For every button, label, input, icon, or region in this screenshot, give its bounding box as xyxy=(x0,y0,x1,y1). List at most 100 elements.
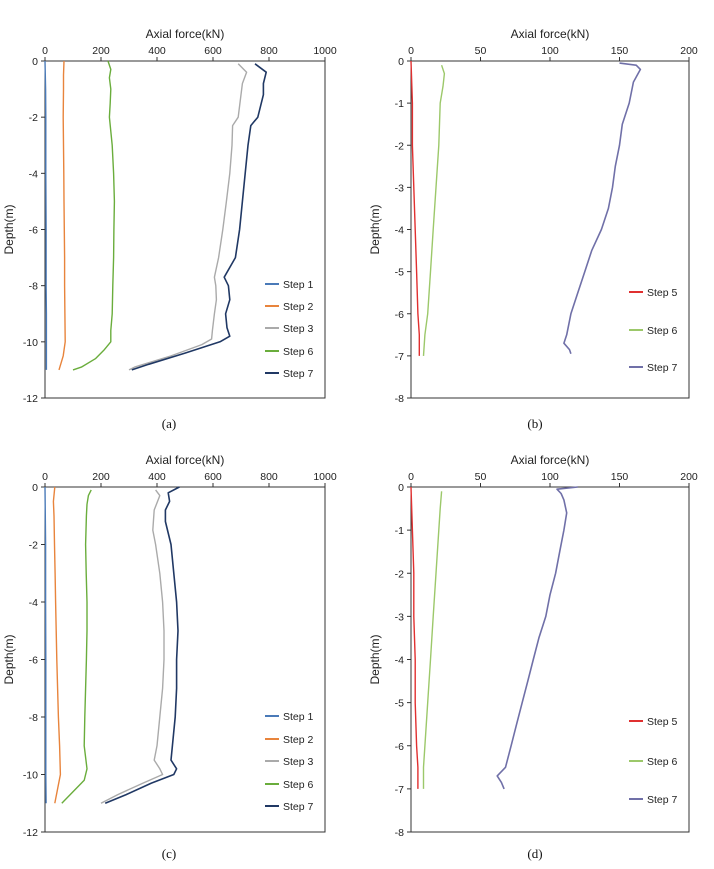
x-axis-title: Axial force(kN) xyxy=(511,453,590,467)
y-tick-label: -4 xyxy=(29,168,38,180)
y-tick-label: -5 xyxy=(395,698,404,710)
legend-label: Step 7 xyxy=(647,362,678,374)
series-line-step-6 xyxy=(422,64,446,356)
y-tick-label: -6 xyxy=(395,309,404,321)
x-tick-label: 600 xyxy=(204,471,222,483)
x-tick-label: 150 xyxy=(611,45,629,57)
y-tick-label: -6 xyxy=(29,225,38,237)
chart-panel-3: Axial force(kN) 0 200 400 600 800 1000 0 -2 -4 -6 -… xyxy=(2,453,337,861)
series-line-step-1 xyxy=(44,60,48,370)
series-line-step-3 xyxy=(100,489,165,804)
x-tick-label: 200 xyxy=(92,45,110,57)
y-tick-label: -8 xyxy=(395,827,404,839)
y-tick-label: -3 xyxy=(395,611,404,623)
y-tick-label: -2 xyxy=(29,112,38,124)
x-tick-label: 800 xyxy=(260,471,278,483)
x-tick-label: 200 xyxy=(680,45,698,57)
y-tick-label: -3 xyxy=(395,182,404,194)
panel-label: (c) xyxy=(162,846,176,861)
series-line-step-6 xyxy=(61,489,92,804)
panel-label: (a) xyxy=(162,416,176,431)
series-line-step-5 xyxy=(410,60,420,356)
panel-label: (b) xyxy=(527,416,542,431)
y-tick-label: -7 xyxy=(395,351,404,363)
x-axis-title: Axial force(kN) xyxy=(511,27,590,41)
y-axis-title: Depth(m) xyxy=(368,204,382,254)
y-tick-label: -2 xyxy=(395,568,404,580)
y-tick-label: -6 xyxy=(395,741,404,753)
y-tick-label: -4 xyxy=(395,655,404,667)
series-line-step-1 xyxy=(44,486,47,804)
x-tick-label: 200 xyxy=(680,471,698,483)
x-tick-label: 400 xyxy=(148,471,166,483)
legend-label: Step 6 xyxy=(283,346,314,358)
series-line-step-7 xyxy=(104,486,180,805)
legend-label: Step 1 xyxy=(283,279,314,291)
series-line-step-6 xyxy=(72,60,116,371)
panel-label: (d) xyxy=(527,846,542,861)
x-tick-label: 0 xyxy=(42,471,48,483)
series-line-step-7 xyxy=(131,63,267,371)
chart-panel-2: Axial force(kN) 0 50 100 150 200 0 -1 -2 -3 -4 -5 -6… xyxy=(368,27,698,431)
legend-label: Step 3 xyxy=(283,323,314,335)
x-tick-label: 150 xyxy=(611,471,629,483)
x-tick-label: 100 xyxy=(541,45,559,57)
y-tick-label: -7 xyxy=(395,784,404,796)
y-axis-title: Depth(m) xyxy=(2,634,16,684)
x-axis-title: Axial force(kN) xyxy=(146,453,225,467)
y-tick-label: 0 xyxy=(398,56,404,68)
x-tick-label: 0 xyxy=(408,471,414,483)
y-tick-label: -10 xyxy=(23,770,38,782)
legend-label: Step 7 xyxy=(283,801,314,813)
legend-label: Step 6 xyxy=(647,756,678,768)
legend-label: Step 1 xyxy=(283,711,314,723)
y-tick-label: -1 xyxy=(395,98,404,110)
x-tick-label: 50 xyxy=(475,45,487,57)
y-tick-label: -4 xyxy=(29,597,38,609)
x-tick-label: 100 xyxy=(541,471,559,483)
x-tick-label: 800 xyxy=(260,45,278,57)
x-tick-label: 200 xyxy=(92,471,110,483)
y-tick-label: -8 xyxy=(29,281,38,293)
series-line-step-6 xyxy=(422,491,443,789)
y-tick-label: -5 xyxy=(395,267,404,279)
series-line-step-3 xyxy=(128,63,248,371)
y-axis-title: Depth(m) xyxy=(2,204,16,254)
legend-label: Step 7 xyxy=(283,368,314,380)
x-tick-label: 50 xyxy=(475,471,487,483)
chart-panel-1: Axial force(kN) 0 200 400 600 800 1000 0 -2 -4 -6 -… xyxy=(2,27,337,431)
y-tick-label: -8 xyxy=(395,393,404,405)
y-tick-label: -8 xyxy=(29,712,38,724)
y-tick-label: -2 xyxy=(395,140,404,152)
series-line-step-2 xyxy=(52,486,62,804)
y-tick-label: 0 xyxy=(32,482,38,494)
x-tick-label: 0 xyxy=(408,45,414,57)
legend-label: Step 5 xyxy=(647,716,678,728)
series-line-step-5 xyxy=(410,486,419,789)
legend-label: Step 2 xyxy=(283,734,314,746)
x-tick-label: 1000 xyxy=(313,45,337,57)
y-tick-label: 0 xyxy=(32,56,38,68)
legend-label: Step 5 xyxy=(647,287,678,299)
y-tick-label: -4 xyxy=(395,225,404,237)
plot-frame xyxy=(410,486,690,833)
legend-label: Step 7 xyxy=(647,794,678,806)
x-axis-title: Axial force(kN) xyxy=(146,27,225,41)
chart-panel-4: Axial force(kN) 0 50 100 150 200 0 -1 -2 -3 -4 -5 -6… xyxy=(368,453,698,861)
y-tick-label: -1 xyxy=(395,525,404,537)
y-tick-label: -12 xyxy=(23,393,38,405)
y-tick-label: -12 xyxy=(23,827,38,839)
plot-frame xyxy=(410,60,690,399)
legend-label: Step 2 xyxy=(283,301,314,313)
y-tick-label: -6 xyxy=(29,655,38,667)
y-tick-label: -10 xyxy=(23,337,38,349)
x-tick-label: 1000 xyxy=(313,471,337,483)
series-line-step-7 xyxy=(563,62,642,355)
x-tick-label: 600 xyxy=(204,45,222,57)
y-axis-title: Depth(m) xyxy=(368,634,382,684)
legend-label: Step 6 xyxy=(283,779,314,791)
x-tick-label: 0 xyxy=(42,45,48,57)
legend-label: Step 3 xyxy=(283,756,314,768)
x-tick-label: 400 xyxy=(148,45,166,57)
